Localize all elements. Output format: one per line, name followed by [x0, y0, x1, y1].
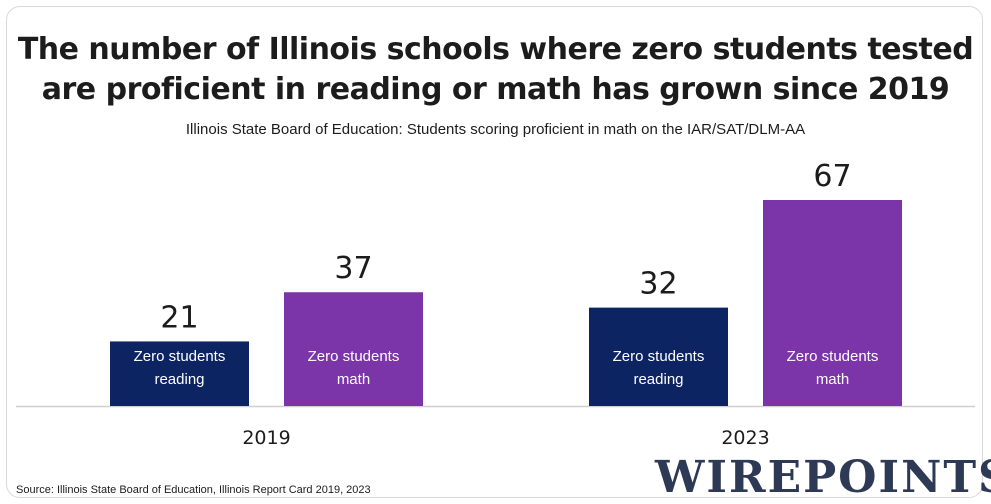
- title-line-2: are proficient in reading or math has gr…: [41, 72, 950, 107]
- wirepoints-logo: WIREPOINTS: [655, 452, 991, 503]
- bar-2023-math: [763, 200, 902, 406]
- bar-inner-label: Zero students: [787, 348, 879, 365]
- bar-inner-label: reading: [154, 371, 204, 388]
- bar-inner-label: math: [816, 371, 849, 388]
- x-tick-label: 2019: [242, 427, 290, 449]
- title-line-1: The number of Illinois schools where zer…: [17, 32, 974, 67]
- value-label: 21: [160, 300, 198, 335]
- value-label: 67: [813, 159, 851, 194]
- bar-inner-label: Zero students: [308, 348, 400, 365]
- bar-inner-label: math: [337, 371, 370, 388]
- chart-title: The number of Illinois schools where zer…: [0, 30, 991, 110]
- source-note: Source: Illinois State Board of Educatio…: [16, 484, 371, 496]
- bar-2023-reading: [589, 307, 728, 406]
- bar-inner-label: Zero students: [613, 348, 705, 365]
- value-label: 32: [639, 267, 677, 302]
- chart-subtitle: Illinois State Board of Education: Stude…: [185, 121, 806, 138]
- x-tick-label: 2023: [721, 427, 769, 449]
- bar-2019-math: [284, 292, 423, 406]
- bar-inner-label: reading: [633, 371, 683, 388]
- bar-inner-label: Zero students: [134, 348, 226, 365]
- value-label: 37: [334, 251, 372, 286]
- bar-2019-reading: [110, 341, 249, 406]
